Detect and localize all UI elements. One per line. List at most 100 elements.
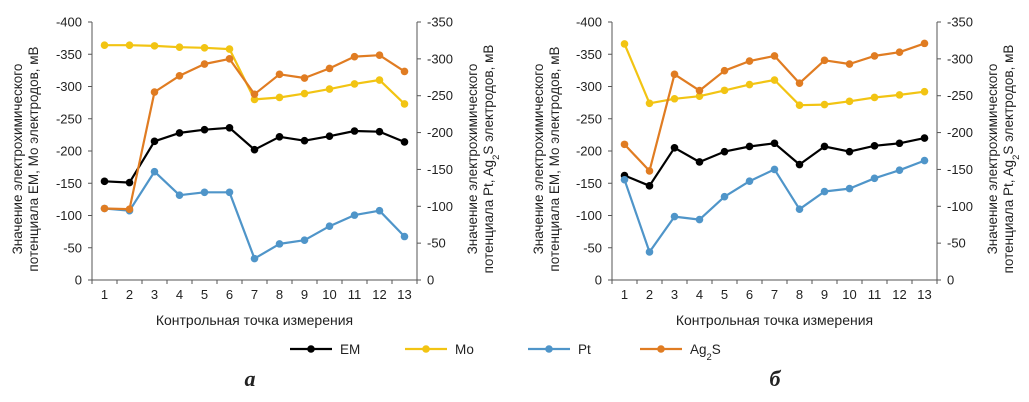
series-ем-point [225,123,234,132]
x-tick-label: 9 [821,287,828,302]
x-tick-label: 10 [842,287,856,302]
left-axis-title-line: потенциала ЕМ, Мо электродов, мВ [26,46,41,271]
left-tick-label: -400 [576,15,602,30]
series-ем-point [300,136,309,145]
series-ag2s-point [150,88,159,96]
series-pt-point [670,212,679,221]
left-tick-label: -200 [576,144,602,159]
series-мо-point [695,92,704,100]
series-мо-point [150,42,159,50]
right-axis-title-line: потенциала Pt, Ag2S электродов, мВ [1001,45,1022,274]
series-ag2s-point [895,48,904,57]
right-axis-title-line: потенциала Pt, Ag2S электродов, мВ [481,45,502,274]
series-ag2s-point [645,167,654,175]
left-tick-label: 0 [75,273,82,288]
series-ем-point [125,178,134,187]
right-tick-label: 0 [947,273,954,288]
series-ag2s-point [720,66,729,75]
series-ем-point [845,147,854,156]
series-ем-point [375,127,384,136]
series-мо-point [895,91,904,99]
x-tick-label: 11 [348,287,362,302]
series-мо-point [845,97,854,106]
x-tick-label: 1 [621,287,628,302]
series-pt-point [300,236,309,244]
right-tick-label: -150 [947,162,973,177]
x-tick-label: 12 [372,287,386,302]
series-мо-point [275,93,284,102]
series-ag2s-point [845,60,854,68]
series-мо-point [920,87,929,96]
panel-label-b: б [770,366,782,391]
left-tick-label: -100 [56,208,82,223]
right-tick-label: -100 [947,199,973,214]
x-tick-label: 6 [746,287,753,302]
x-tick-label: 2 [126,287,133,302]
series-ag2s-point [350,52,359,61]
legend-label: Ag2S [690,342,721,363]
right-tick-label: -350 [947,15,973,30]
panel-label-a: a [245,366,256,391]
series-ем-point [920,134,929,142]
left-tick-label: -400 [56,15,82,30]
left-axis-title-line: потенциала ЕМ, Мо электродов, мВ [547,46,562,271]
series-ag2s-point [325,64,334,73]
left-tick-label: -250 [56,111,82,126]
x-tick-label: 8 [796,287,803,302]
series-ag2s-point [870,52,879,60]
series-ем-point [325,132,334,140]
x-tick-label: 5 [721,287,728,302]
series-ем-point [820,142,829,151]
series-pt-point [645,248,654,256]
series-ag2s-point [920,39,929,48]
series-pt-point [150,167,159,176]
series-ем-point [695,158,704,166]
series-мо-point [200,44,209,52]
series-мо-point [325,85,334,93]
left-axis-title-line: Значение электрохимического [10,64,25,255]
series-ем-point [150,137,159,146]
right-tick-label: -100 [427,199,453,214]
right-tick-label: -50 [427,236,446,251]
legend-marker [657,345,665,353]
series-ag2s-point [375,51,384,59]
left-tick-label: -150 [576,176,602,191]
series-pt-point [820,187,829,196]
left-tick-label: -200 [56,144,82,159]
series-ag2s-point [795,79,804,87]
left-tick-label: -250 [576,111,602,126]
series-мо-point [870,93,879,102]
right-axis-title-line: Значение электрохимического [985,64,1000,255]
x-tick-label: 13 [917,287,931,302]
x-axis-title: Контрольная точка измерения [676,312,873,328]
x-tick-label: 9 [301,287,308,302]
series-ем-point [720,147,729,156]
series-мо-point [820,100,829,109]
legend-label: Pt [578,342,591,357]
series-ем-point [175,129,184,137]
series-pt-point [275,240,284,248]
series-ag2s-point [670,70,679,79]
left-axis-title-line: Значение электрохимического [531,64,546,255]
legend-marker [545,345,553,353]
series-мо-point [350,80,359,88]
series-мо-point [100,41,109,50]
x-tick-label: 4 [696,287,703,302]
series-мо-point [400,100,409,108]
series-ем-point [795,160,804,169]
left-tick-label: -300 [56,79,82,94]
series-мо-point [620,40,629,48]
left-tick-label: -350 [576,47,602,62]
series-pt-point [325,222,334,230]
series-ем-point [770,139,779,148]
right-tick-label: -250 [947,88,973,103]
series-ем-point [895,139,904,148]
series-ag2s-point [400,67,409,76]
x-tick-label: 13 [397,287,411,302]
x-tick-label: 10 [322,287,336,302]
legend-marker [422,345,430,353]
series-мо-point [225,45,234,53]
left-tick-label: -300 [576,79,602,94]
series-pt-point [895,166,904,174]
